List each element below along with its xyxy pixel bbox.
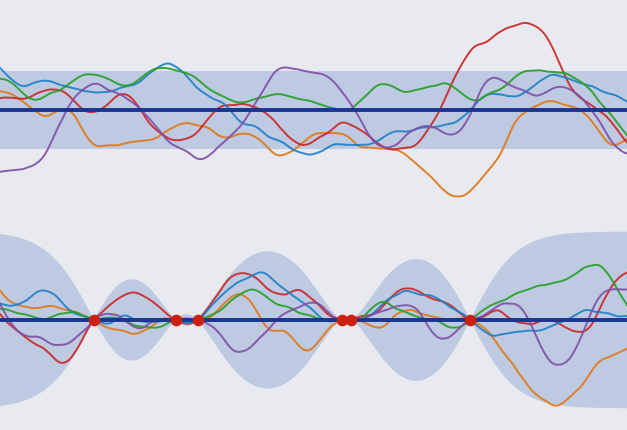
Point	[465, 316, 475, 323]
Point	[89, 316, 99, 323]
Point	[346, 316, 356, 323]
Point	[171, 316, 181, 323]
Point	[192, 316, 203, 323]
Point	[337, 316, 347, 323]
